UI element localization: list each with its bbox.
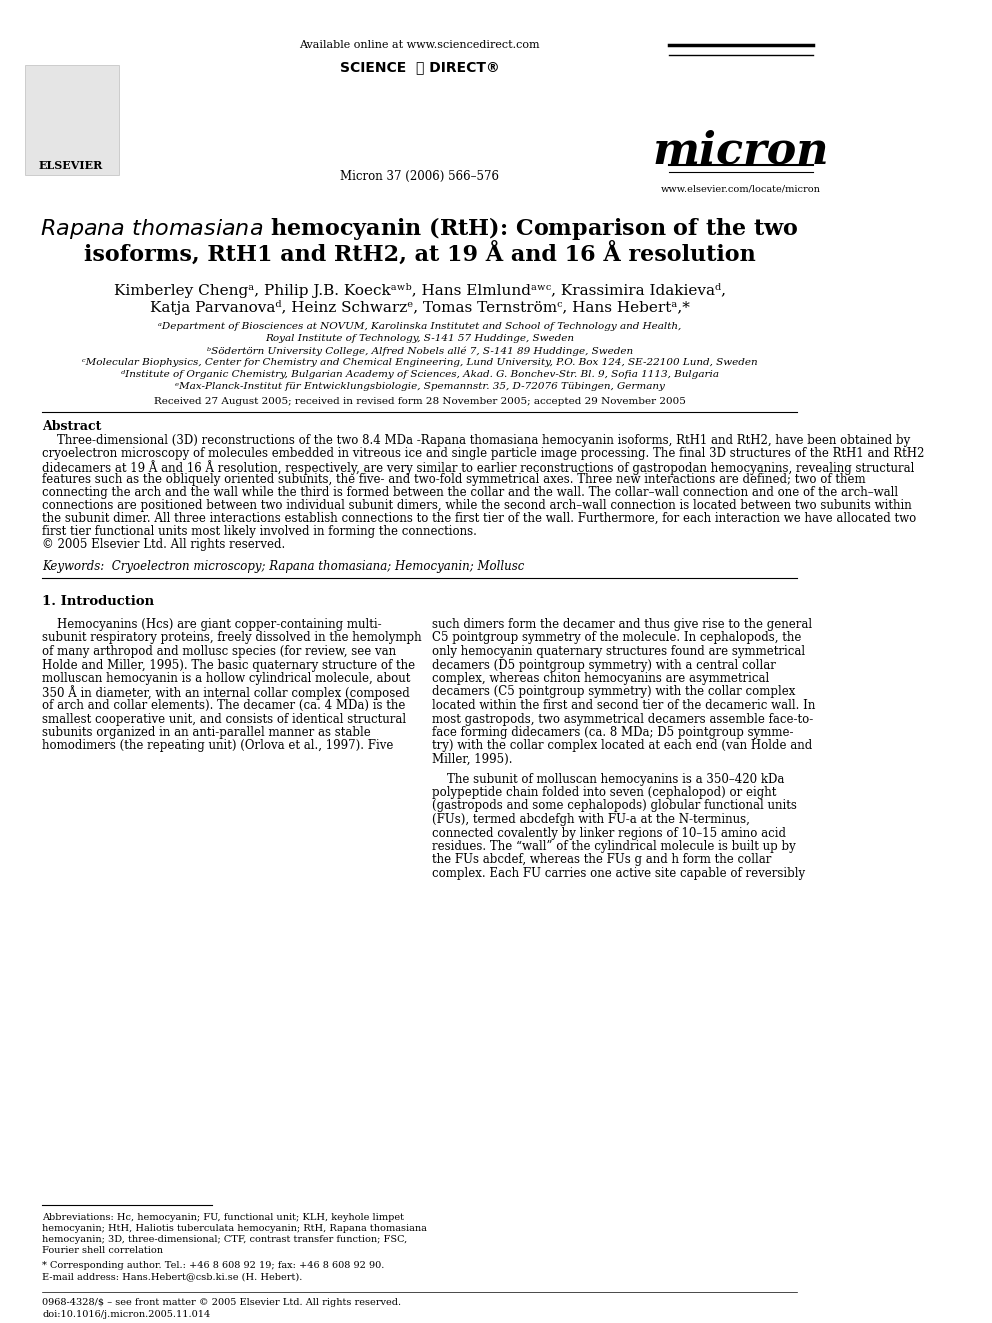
Text: first tier functional units most likely involved in forming the connections.: first tier functional units most likely … xyxy=(43,525,477,538)
Text: homodimers (the repeating unit) (Orlova et al., 1997). Five: homodimers (the repeating unit) (Orlova … xyxy=(43,740,394,753)
Text: Micron 37 (2006) 566–576: Micron 37 (2006) 566–576 xyxy=(340,169,499,183)
Text: of arch and collar elements). The decamer (ca. 4 MDa) is the: of arch and collar elements). The decame… xyxy=(43,699,406,712)
Text: connections are positioned between two individual subunit dimers, while the seco: connections are positioned between two i… xyxy=(43,499,912,512)
Text: smallest cooperative unit, and consists of identical structural: smallest cooperative unit, and consists … xyxy=(43,713,407,725)
Text: molluscan hemocyanin is a hollow cylindrical molecule, about: molluscan hemocyanin is a hollow cylindr… xyxy=(43,672,411,685)
Text: Keywords:  Cryoelectron microscopy; Rapana thomasiana; Hemocyanin; Mollusc: Keywords: Cryoelectron microscopy; Rapan… xyxy=(43,560,525,573)
Text: complex, whereas chiton hemocyanins are asymmetrical: complex, whereas chiton hemocyanins are … xyxy=(432,672,769,685)
Text: the subunit dimer. All three interactions establish connections to the first tie: the subunit dimer. All three interaction… xyxy=(43,512,917,525)
Text: 0968-4328/$ – see front matter © 2005 Elsevier Ltd. All rights reserved.: 0968-4328/$ – see front matter © 2005 El… xyxy=(43,1298,402,1307)
Text: hemocyanin; HtH, Haliotis tuberculata hemocyanin; RtH, Rapana thomasiana: hemocyanin; HtH, Haliotis tuberculata he… xyxy=(43,1224,428,1233)
Text: Miller, 1995).: Miller, 1995). xyxy=(432,753,512,766)
Text: ᵇSödertörn University College, Alfred Nobels allé 7, S-141 89 Huddinge, Sweden: ᵇSödertörn University College, Alfred No… xyxy=(206,347,633,356)
Text: micron: micron xyxy=(653,130,829,173)
Text: ᵉMax-Planck-Institut für Entwicklungsbiologie, Spemannstr. 35, D-72076 Tübingen,: ᵉMax-Planck-Institut für Entwicklungsbio… xyxy=(175,382,665,392)
Text: SCIENCE  ⓐ DIRECT®: SCIENCE ⓐ DIRECT® xyxy=(340,60,500,74)
Text: face forming didecamers (ca. 8 MDa; D5 pointgroup symme-: face forming didecamers (ca. 8 MDa; D5 p… xyxy=(432,726,794,740)
Text: most gastropods, two asymmetrical decamers assemble face-to-: most gastropods, two asymmetrical decame… xyxy=(432,713,812,725)
FancyBboxPatch shape xyxy=(26,65,118,175)
Text: The subunit of molluscan hemocyanins is a 350–420 kDa: The subunit of molluscan hemocyanins is … xyxy=(432,773,784,786)
Text: © 2005 Elsevier Ltd. All rights reserved.: © 2005 Elsevier Ltd. All rights reserved… xyxy=(43,538,286,550)
Text: only hemocyanin quaternary structures found are symmetrical: only hemocyanin quaternary structures fo… xyxy=(432,646,805,658)
Text: the FUs abcdef, whereas the FUs g and h form the collar: the FUs abcdef, whereas the FUs g and h … xyxy=(432,853,771,867)
Text: cryoelectron microscopy of molecules embedded in vitreous ice and single particl: cryoelectron microscopy of molecules emb… xyxy=(43,447,925,460)
Text: Received 27 August 2005; received in revised form 28 November 2005; accepted 29 : Received 27 August 2005; received in rev… xyxy=(154,397,685,406)
Text: www.elsevier.com/locate/micron: www.elsevier.com/locate/micron xyxy=(661,185,820,194)
Text: such dimers form the decamer and thus give rise to the general: such dimers form the decamer and thus gi… xyxy=(432,618,811,631)
Text: decamers (C5 pointgroup symmetry) with the collar complex: decamers (C5 pointgroup symmetry) with t… xyxy=(432,685,795,699)
Text: try) with the collar complex located at each end (van Holde and: try) with the collar complex located at … xyxy=(432,740,811,753)
Text: * Corresponding author. Tel.: +46 8 608 92 19; fax: +46 8 608 92 90.: * Corresponding author. Tel.: +46 8 608 … xyxy=(43,1261,385,1270)
Text: Fourier shell correlation: Fourier shell correlation xyxy=(43,1246,164,1256)
Text: ELSEVIER: ELSEVIER xyxy=(38,160,102,171)
Text: of many arthropod and mollusc species (for review, see van: of many arthropod and mollusc species (f… xyxy=(43,646,397,658)
Text: $\it{Rapana\ thomasiana}$ hemocyanin (RtH): Comparison of the two: $\it{Rapana\ thomasiana}$ hemocyanin (Rt… xyxy=(41,216,800,242)
Text: Available online at www.sciencedirect.com: Available online at www.sciencedirect.co… xyxy=(300,40,541,50)
Text: (gastropods and some cephalopods) globular functional units: (gastropods and some cephalopods) globul… xyxy=(432,799,797,812)
Text: E-mail address: Hans.Hebert@csb.ki.se (H. Hebert).: E-mail address: Hans.Hebert@csb.ki.se (H… xyxy=(43,1271,303,1281)
Text: Holde and Miller, 1995). The basic quaternary structure of the: Holde and Miller, 1995). The basic quate… xyxy=(43,659,416,672)
Text: connecting the arch and the wall while the third is formed between the collar an: connecting the arch and the wall while t… xyxy=(43,486,899,499)
Text: ᵈInstitute of Organic Chemistry, Bulgarian Academy of Sciences, Akad. G. Bonchev: ᵈInstitute of Organic Chemistry, Bulgari… xyxy=(121,370,719,378)
Text: C5 pointgroup symmetry of the molecule. In cephalopods, the: C5 pointgroup symmetry of the molecule. … xyxy=(432,631,802,644)
Text: 1. Introduction: 1. Introduction xyxy=(43,595,155,609)
Text: Hemocyanins (Hcs) are giant copper-containing multi-: Hemocyanins (Hcs) are giant copper-conta… xyxy=(43,618,382,631)
Text: ᵃDepartment of Biosciences at NOVUM, Karolinska Institutet and School of Technol: ᵃDepartment of Biosciences at NOVUM, Kar… xyxy=(158,321,682,331)
Text: decamers (D5 pointgroup symmetry) with a central collar: decamers (D5 pointgroup symmetry) with a… xyxy=(432,659,776,672)
Text: (FUs), termed abcdefgh with FU-a at the N-terminus,: (FUs), termed abcdefgh with FU-a at the … xyxy=(432,814,750,826)
Text: Royal Institute of Technology, S-141 57 Huddinge, Sweden: Royal Institute of Technology, S-141 57 … xyxy=(265,333,574,343)
Text: Kimberley Chengᵃ, Philip J.B. Koeckᵃʷᵇ, Hans Elmlundᵃʷᶜ, Krassimira Idakievaᵈ,: Kimberley Chengᵃ, Philip J.B. Koeckᵃʷᵇ, … xyxy=(114,283,726,298)
Text: polypeptide chain folded into seven (cephalopod) or eight: polypeptide chain folded into seven (cep… xyxy=(432,786,776,799)
Text: Three-dimensional (3D) reconstructions of the two 8.4 MDa ­Rapana thomasiana hem: Three-dimensional (3D) reconstructions o… xyxy=(43,434,911,447)
Text: subunit respiratory proteins, freely dissolved in the hemolymph: subunit respiratory proteins, freely dis… xyxy=(43,631,422,644)
Text: doi:10.1016/j.micron.2005.11.014: doi:10.1016/j.micron.2005.11.014 xyxy=(43,1310,210,1319)
Text: didecamers at 19 Å and 16 Å resolution, respectively, are very similar to earlie: didecamers at 19 Å and 16 Å resolution, … xyxy=(43,460,915,475)
Text: complex. Each FU carries one active site capable of reversibly: complex. Each FU carries one active site… xyxy=(432,867,805,880)
Text: Katja Parvanovaᵈ, Heinz Schwarzᵉ, Tomas Ternströmᶜ, Hans Hebertᵃ,*: Katja Parvanovaᵈ, Heinz Schwarzᵉ, Tomas … xyxy=(150,300,689,315)
Text: Abbreviations: Hc, hemocyanin; FU, functional unit; KLH, keyhole limpet: Abbreviations: Hc, hemocyanin; FU, funct… xyxy=(43,1213,405,1222)
Text: isoforms, RtH1 and RtH2, at 19 Å and 16 Å resolution: isoforms, RtH1 and RtH2, at 19 Å and 16 … xyxy=(84,242,756,266)
Text: Abstract: Abstract xyxy=(43,419,102,433)
Text: hemocyanin; 3D, three-dimensional; CTF, contrast transfer function; FSC,: hemocyanin; 3D, three-dimensional; CTF, … xyxy=(43,1234,408,1244)
Text: located within the first and second tier of the decameric wall. In: located within the first and second tier… xyxy=(432,699,815,712)
Text: 350 Å in diameter, with an internal collar complex (composed: 350 Å in diameter, with an internal coll… xyxy=(43,685,410,700)
Text: connected covalently by linker regions of 10–15 amino acid: connected covalently by linker regions o… xyxy=(432,827,786,840)
Text: features such as the obliquely oriented subunits, the five- and two-fold symmetr: features such as the obliquely oriented … xyxy=(43,474,866,486)
Text: ᶜMolecular Biophysics, Center for Chemistry and Chemical Engineering, Lund Unive: ᶜMolecular Biophysics, Center for Chemis… xyxy=(82,359,758,366)
Text: residues. The “wall” of the cylindrical molecule is built up by: residues. The “wall” of the cylindrical … xyxy=(432,840,796,853)
Text: subunits organized in an anti-parallel manner as stable: subunits organized in an anti-parallel m… xyxy=(43,726,371,740)
